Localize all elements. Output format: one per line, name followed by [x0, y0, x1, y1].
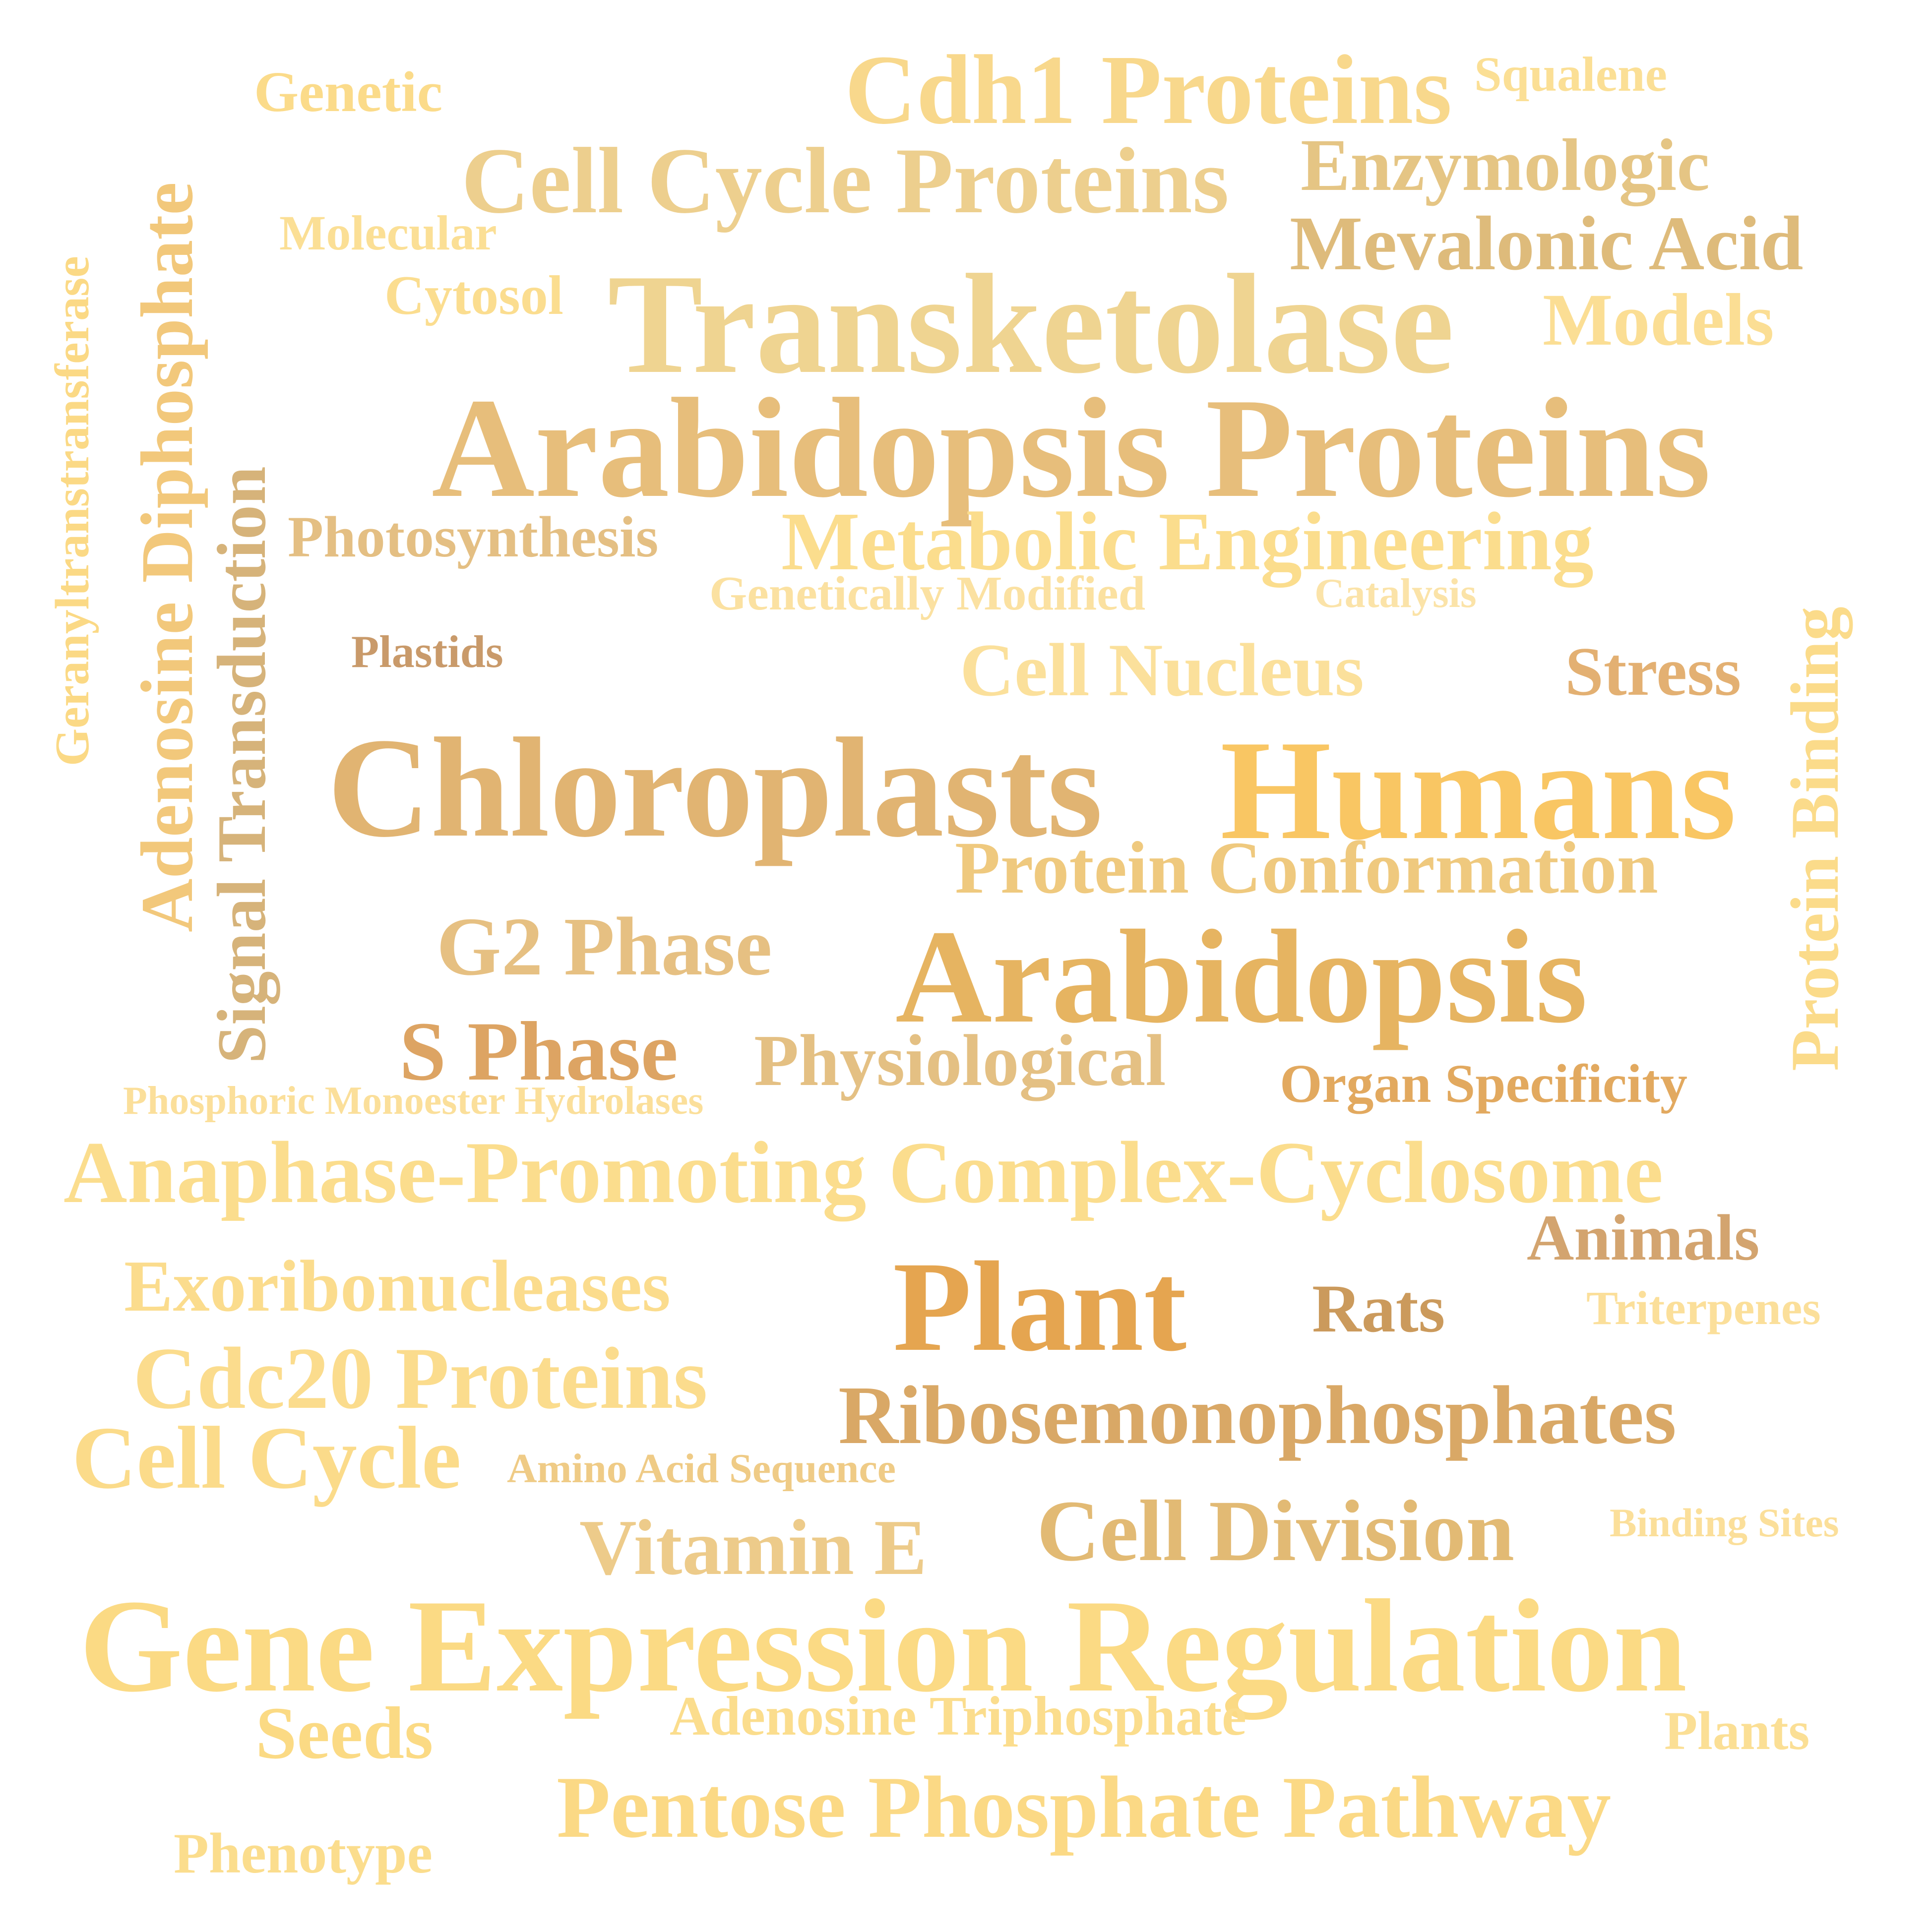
word-protein-conformation: Protein Conformation — [955, 827, 1658, 909]
word-humans: Humans — [1220, 711, 1737, 869]
word-photosynthesis: Photosynthesis — [288, 504, 659, 569]
word-animals: Animals — [1527, 1201, 1760, 1274]
word-catalysis: Catalysis — [1314, 570, 1477, 616]
word-chloroplasts: Chloroplasts — [327, 709, 1103, 867]
word-vitamin-e: Vitamin E — [579, 1503, 927, 1591]
word-adenosine-triphosphate: Adenosine Triphosphate — [670, 1686, 1246, 1747]
word-g2-phase: G2 Phase — [436, 901, 772, 993]
word-protein-binding: Protein Binding — [1777, 606, 1853, 1071]
word-adenosine-diphosphate: Adenosine Diphosphate — [126, 182, 208, 932]
word-amino-acid-sequence: Amino Acid Sequence — [507, 1446, 896, 1492]
word-cell-cycle: Cell Cycle — [72, 1408, 461, 1507]
word-squalene: Squalene — [1474, 47, 1668, 102]
word-cell-division: Cell Division — [1037, 1483, 1515, 1579]
word-organ-specificity: Organ Specificity — [1280, 1053, 1687, 1114]
word-rats: Rats — [1312, 1270, 1445, 1346]
word-signal-transduction: Signal Transduction — [203, 466, 280, 1064]
word-ribosemonophosphates: Ribosemonophosphates — [838, 1369, 1677, 1461]
word-cell-cycle-proteins: Cell Cycle Proteins — [461, 129, 1229, 233]
word-enzymologic: Enzymologic — [1301, 124, 1710, 206]
word-s-phase: S Phase — [399, 1005, 679, 1098]
word-cytosol: Cytosol — [384, 265, 563, 326]
word-exoribonucleases: Exoribonucleases — [124, 1246, 671, 1327]
word-phenotype: Phenotype — [174, 1822, 433, 1885]
word-genetically-modified: Genetically Modified — [709, 567, 1146, 620]
word-arabidopsis: Arabidopsis — [895, 903, 1588, 1051]
word-gene-expression-regulation: Gene Expression Regulation — [79, 1572, 1687, 1719]
word-models: Models — [1543, 279, 1774, 361]
word-molecular: Molecular — [279, 205, 497, 260]
word-mevalonic-acid: Mevalonic Acid — [1290, 200, 1804, 286]
word-transketolase: Transketolase — [608, 245, 1454, 403]
word-anaphase-promoting-complex-cyclosome: Anaphase-Promoting Complex-Cyclosome — [63, 1123, 1664, 1221]
word-seeds: Seeds — [255, 1692, 434, 1774]
word-arabidopsis-proteins: Arabidopsis Proteins — [432, 369, 1711, 527]
word-cdc20-proteins: Cdc20 Proteins — [133, 1329, 708, 1427]
word-cdh1-proteins: Cdh1 Proteins — [845, 35, 1452, 145]
word-genetic: Genetic — [254, 60, 443, 124]
word-plant: Plant — [893, 1235, 1187, 1378]
word-triterpenes: Triterpenes — [1586, 1281, 1821, 1334]
word-plastids: Plastids — [351, 626, 503, 677]
word-phosphoric-monoester-hydrolases: Phosphoric Monoester Hydrolases — [123, 1079, 704, 1123]
word-pentose-phosphate-pathway: Pentose Phosphate Pathway — [557, 1758, 1612, 1856]
word-geranyltranstransferase: Geranyltranstransferase — [46, 256, 99, 766]
word-cell-nucleus: Cell Nucleus — [960, 628, 1364, 712]
word-stress: Stress — [1565, 633, 1742, 710]
word-binding-sites: Binding Sites — [1610, 1500, 1839, 1545]
word-metabolic-engineering: Metabolic Engineering — [781, 495, 1594, 588]
word-plants: Plants — [1664, 1700, 1810, 1761]
word-physiological: Physiological — [754, 1020, 1166, 1101]
